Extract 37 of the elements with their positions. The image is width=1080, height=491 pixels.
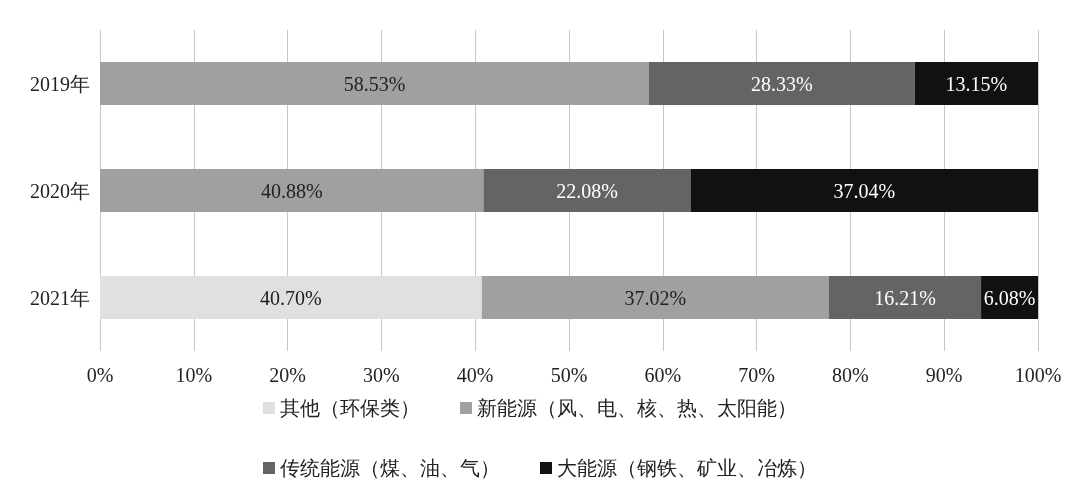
- data-label: 6.08%: [983, 286, 1036, 309]
- y-tick-label: 2020年: [30, 179, 90, 202]
- data-label: 40.88%: [260, 179, 323, 202]
- data-label: 28.33%: [751, 72, 813, 95]
- legend-label: 新能源（风、电、核、热、太阳能）: [477, 397, 797, 419]
- data-label: 58.53%: [343, 72, 406, 95]
- x-tick-label: 80%: [832, 364, 869, 386]
- x-tick-label: 90%: [925, 364, 963, 386]
- y-tick-label: 2019年: [30, 72, 90, 95]
- data-label: 22.08%: [556, 179, 618, 202]
- x-tick-label: 70%: [738, 364, 775, 386]
- legend-label: 大能源（钢铁、矿业、冶炼）: [557, 457, 817, 479]
- bar: [100, 169, 484, 212]
- y-tick-label: 2021年: [30, 286, 90, 309]
- x-tick-label: 50%: [550, 364, 588, 386]
- bar: [690, 169, 1038, 212]
- x-tick-label: 0%: [86, 364, 114, 386]
- x-tick-label: 60%: [644, 364, 682, 386]
- data-label: 16.21%: [874, 286, 936, 309]
- legend-label: 传统能源（煤、油、气）: [280, 457, 500, 479]
- data-label: 37.02%: [624, 286, 687, 309]
- legend-label: 其他（环保类）: [280, 397, 420, 419]
- bar: [649, 62, 915, 105]
- bar: [914, 62, 1038, 105]
- bar: [100, 62, 650, 105]
- x-tick-label: 20%: [269, 364, 306, 386]
- bar: [481, 276, 830, 319]
- x-tick-label: 40%: [456, 364, 494, 386]
- data-label: 13.15%: [945, 72, 1008, 95]
- data-label: 37.04%: [833, 179, 896, 202]
- x-tick-label: 10%: [175, 364, 213, 386]
- bar: [829, 276, 982, 319]
- data-label: 40.70%: [260, 286, 322, 309]
- bar: [100, 276, 482, 319]
- x-tick-label: 30%: [363, 364, 400, 386]
- x-tick-label: 100%: [1014, 364, 1062, 386]
- bar: [483, 169, 691, 212]
